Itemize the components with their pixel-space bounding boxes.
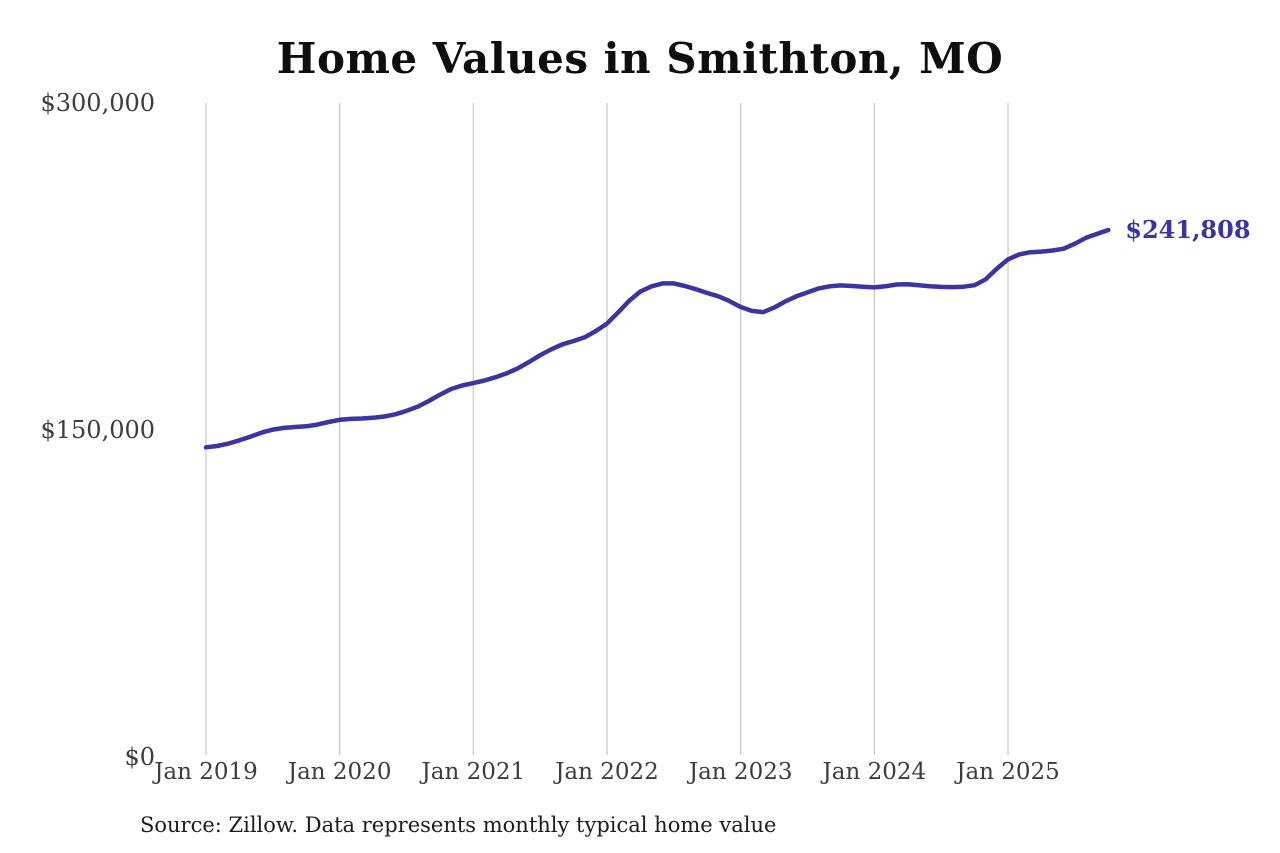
x-tick-label-jan-2023: Jan 2023	[688, 759, 793, 785]
current-value-label: $241,808	[1125, 214, 1251, 244]
x-tick-label-jan-2022: Jan 2022	[555, 759, 659, 785]
x-tick-label-jan-2019: Jan 2019	[154, 759, 258, 785]
x-tick-label-jan-2021: Jan 2021	[421, 759, 526, 785]
y-tick-label-300000: $300,000	[40, 89, 155, 117]
home-value-line	[203, 227, 1111, 450]
source-note: Source: Zillow. Data represents monthly …	[140, 813, 777, 837]
x-tick-label-jan-2024: Jan 2024	[822, 759, 927, 785]
y-tick-label-0: $0	[124, 743, 155, 771]
x-tick-label-jan-2020: Jan 2020	[287, 759, 392, 785]
chart-title: Home Values in Smithton, MO	[276, 34, 1004, 83]
y-tick-label-150000: $150,000	[40, 416, 155, 444]
x-tick-label-jan-2025: Jan 2025	[956, 759, 1060, 785]
